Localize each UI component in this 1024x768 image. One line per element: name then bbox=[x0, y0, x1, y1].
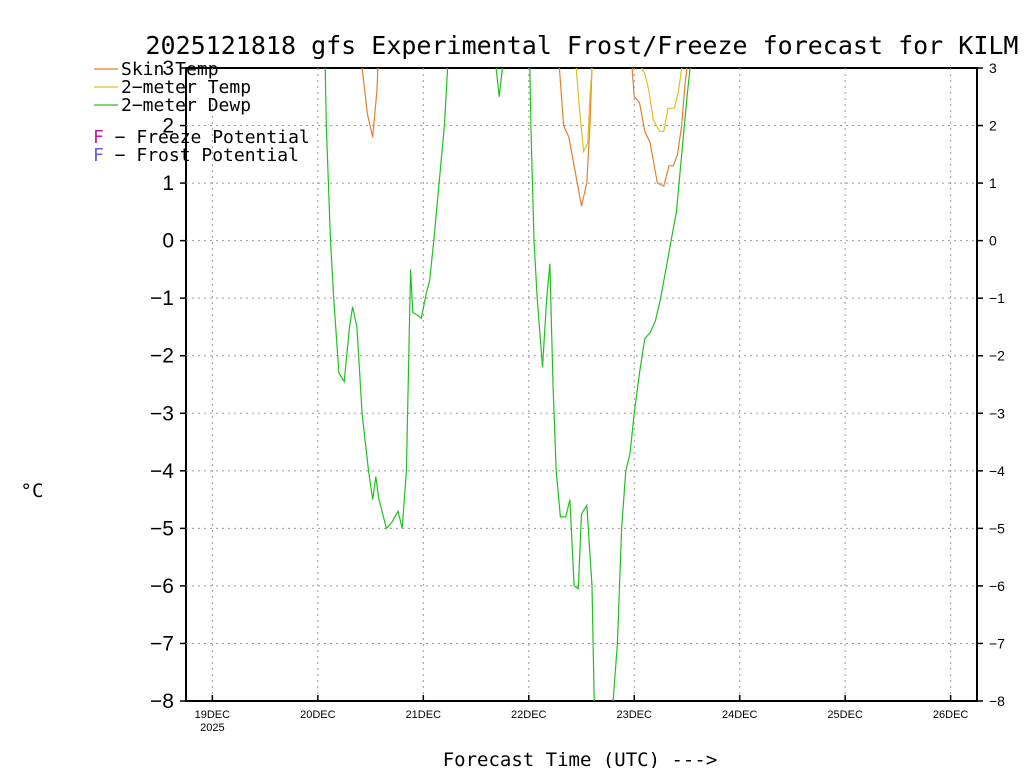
x-tick-label: 23DEC bbox=[616, 709, 652, 721]
series-line-2-meter-dewp bbox=[529, 67, 595, 702]
x-tick-label: 21DEC bbox=[406, 709, 442, 721]
y-tick-label: −3 bbox=[150, 402, 174, 425]
y-tick-label: 0 bbox=[162, 230, 174, 253]
chart-title: 2025121818 gfs Experimental Frost/Freeze… bbox=[146, 31, 1019, 60]
series-line-2-meter-temp bbox=[641, 67, 683, 132]
y-axis-label: °C bbox=[21, 480, 44, 502]
plot-frame bbox=[185, 67, 978, 702]
y-tick-label-right: −4 bbox=[989, 463, 1005, 479]
legend-label: 2−meter Dewp bbox=[121, 95, 251, 116]
grid-lines bbox=[186, 68, 977, 701]
y-tick-label-right: −8 bbox=[989, 693, 1005, 709]
series-line-2-meter-temp bbox=[575, 67, 593, 154]
y-tick-label-right: 1 bbox=[989, 175, 997, 191]
y-tick-label: −8 bbox=[150, 690, 174, 713]
y-tick-label-right: −2 bbox=[989, 348, 1005, 364]
x-tick-label: 25DEC bbox=[827, 709, 863, 721]
potential-note: F − Freeze Potential bbox=[93, 127, 310, 148]
legend-label: Skin Temp bbox=[121, 59, 219, 80]
y-tick-label: −7 bbox=[150, 632, 174, 655]
y-tick-label-right: 0 bbox=[989, 233, 997, 249]
legend-label: 2−meter Temp bbox=[121, 77, 251, 98]
y-tick-label: 3 bbox=[162, 57, 174, 80]
x-tick-label: 24DEC bbox=[722, 709, 758, 721]
y-tick-label-right: −1 bbox=[989, 290, 1005, 306]
x-axis: 19DEC 20DEC 21DEC 22DEC 23DEC 24DEC 25DEC 26DEC… bbox=[195, 695, 969, 734]
y-tick-label: −4 bbox=[150, 460, 174, 483]
y-axis-left: −8 −7 −6 −5 −4 −3 −2 −1 0 1 2 3 bbox=[150, 57, 186, 713]
y-tick-label-right: −7 bbox=[989, 635, 1005, 651]
y-axis-right: −8 −7 −6 −5 −4 −3 −2 −1 0 1 2 3 bbox=[977, 60, 1005, 709]
x-tick-label: 19DEC bbox=[195, 709, 231, 721]
series-line-skin-temp bbox=[558, 67, 593, 207]
potential-note: F − Frost Potential bbox=[93, 145, 299, 166]
x-tick-year: 2025 bbox=[200, 722, 224, 734]
y-tick-label: 1 bbox=[162, 172, 174, 195]
y-tick-label: −1 bbox=[150, 287, 174, 310]
series-line-2-meter-dewp bbox=[324, 67, 449, 530]
y-tick-label-right: −6 bbox=[989, 578, 1005, 594]
y-tick-label-right: 2 bbox=[989, 118, 997, 134]
x-tick-label: 26DEC bbox=[933, 709, 969, 721]
series-line-2-meter-dewp bbox=[495, 67, 503, 97]
y-tick-label-right: 3 bbox=[989, 60, 997, 76]
y-tick-label: −2 bbox=[150, 345, 174, 368]
series-line-skin-temp bbox=[631, 67, 688, 187]
y-tick-label: −5 bbox=[150, 517, 174, 540]
series-line-2-meter-dewp bbox=[612, 67, 691, 702]
x-tick-label: 20DEC bbox=[300, 709, 336, 721]
y-tick-label-right: −5 bbox=[989, 520, 1005, 536]
series-lines bbox=[324, 67, 691, 702]
x-tick-label: 22DEC bbox=[511, 709, 547, 721]
x-axis-label: Forecast Time (UTC) ---> bbox=[443, 749, 718, 768]
y-tick-label: 2 bbox=[162, 115, 174, 138]
y-tick-label: −6 bbox=[150, 575, 174, 598]
series-line-skin-temp bbox=[361, 67, 379, 138]
y-tick-label-right: −3 bbox=[989, 405, 1005, 421]
